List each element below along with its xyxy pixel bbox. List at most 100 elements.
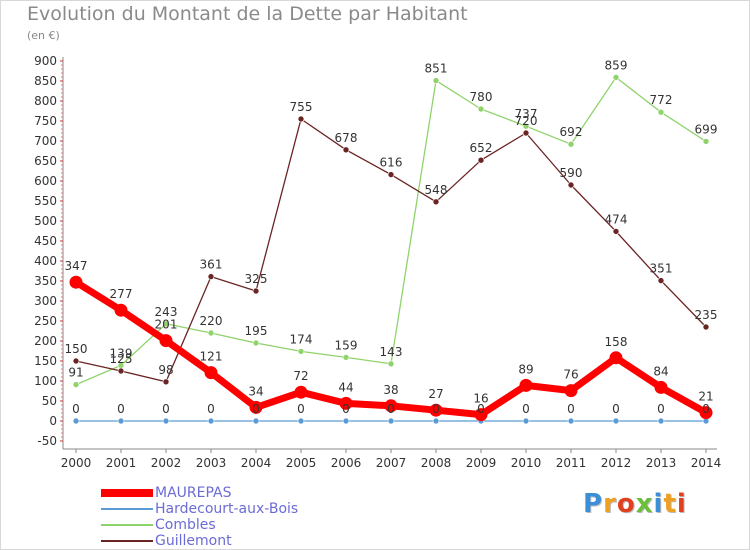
legend-swatch-hardecourt xyxy=(101,508,153,510)
logo-letter: x xyxy=(635,489,654,519)
data-label: 158 xyxy=(605,335,628,349)
data-point xyxy=(159,334,173,348)
data-label: 737 xyxy=(515,107,538,121)
data-label: 351 xyxy=(650,262,673,276)
data-label: 0 xyxy=(387,402,395,416)
data-point xyxy=(162,320,170,328)
data-label: 780 xyxy=(470,90,493,104)
legend-swatch-guillemont xyxy=(101,540,153,542)
chart-axes: -50 0 50 100 150 200 250 300 350 400 450 500 550 600 6… xyxy=(34,54,721,470)
legend-label-maurepas: MAUREPAS xyxy=(155,485,232,501)
data-label: 0 xyxy=(117,402,125,416)
data-label: 772 xyxy=(650,93,673,107)
data-label: 0 xyxy=(702,402,710,416)
data-point xyxy=(204,366,218,380)
data-point xyxy=(297,348,305,355)
data-point xyxy=(162,378,170,386)
data-point xyxy=(207,273,215,280)
data-label: 616 xyxy=(380,156,403,170)
data-point xyxy=(252,287,260,295)
data-label: 21 xyxy=(698,390,713,404)
data-label: 755 xyxy=(290,100,313,114)
data-label: 201 xyxy=(155,318,178,332)
x-tick-label: 2002 xyxy=(151,456,182,470)
data-label: 89 xyxy=(518,362,533,376)
legend-swatch-maurepas xyxy=(101,489,153,497)
data-label: 0 xyxy=(252,402,260,416)
y-tick-label: 800 xyxy=(34,94,57,108)
x-tick-label: 2013 xyxy=(646,456,677,470)
data-point xyxy=(72,381,80,388)
legend-label-hardecourt: Hardecourt-aux-Bois xyxy=(155,501,299,517)
y-tick-label: 650 xyxy=(34,154,57,168)
y-tick-label: 0 xyxy=(49,414,57,428)
data-point xyxy=(162,417,170,425)
line-chart: -50 0 50 100 150 200 250 300 350 400 450 500 550 600 6… xyxy=(34,54,721,470)
data-point xyxy=(114,303,128,317)
data-label: 143 xyxy=(380,345,403,359)
data-label: 0 xyxy=(162,402,170,416)
data-label: 34 xyxy=(248,384,263,398)
x-tick-label: 2004 xyxy=(241,456,272,470)
x-tick-label: 2007 xyxy=(376,456,407,470)
data-label: 0 xyxy=(72,402,80,416)
legend-swatch-combles xyxy=(101,524,153,526)
data-point xyxy=(564,384,578,398)
legend-item-maurepas: MAUREPAS xyxy=(101,485,361,501)
x-tick-label: 2000 xyxy=(61,456,92,470)
data-point xyxy=(342,354,350,361)
chart-title: Evolution du Montant de la Dette par Hab… xyxy=(27,3,468,25)
x-tick-label: 2003 xyxy=(196,456,227,470)
data-label: 548 xyxy=(425,183,448,197)
data-point xyxy=(117,367,125,375)
data-label: 325 xyxy=(245,272,268,286)
data-point xyxy=(567,140,575,148)
data-point xyxy=(432,77,440,84)
data-label: 0 xyxy=(477,402,485,416)
data-point xyxy=(477,156,485,164)
data-point xyxy=(342,417,350,425)
data-point xyxy=(519,378,533,392)
x-tick-label: 2005 xyxy=(286,456,317,470)
data-point xyxy=(69,275,83,289)
data-label: 0 xyxy=(657,402,665,416)
data-point xyxy=(612,417,620,425)
y-tick-label: 400 xyxy=(34,254,57,268)
data-label: 121 xyxy=(200,350,223,364)
data-label: 699 xyxy=(695,122,718,136)
logo-letter: i xyxy=(676,489,687,519)
x-tick-label: 2009 xyxy=(466,456,497,470)
data-label: 347 xyxy=(65,259,88,273)
data-label: 125 xyxy=(110,352,133,366)
y-tick-label: 50 xyxy=(42,394,57,408)
data-point xyxy=(612,74,620,81)
logo-letter: i xyxy=(653,489,664,519)
y-tick-label: 550 xyxy=(34,194,57,208)
data-label: 139 xyxy=(110,346,133,360)
data-label: 150 xyxy=(65,342,88,356)
data-point xyxy=(252,339,260,347)
logo-letter: r xyxy=(603,489,617,519)
y-tick-label: 450 xyxy=(34,234,57,248)
data-point xyxy=(294,385,308,399)
data-point xyxy=(702,323,710,331)
x-tick-label: 2010 xyxy=(511,456,542,470)
data-label: 220 xyxy=(200,314,223,328)
data-point xyxy=(609,351,623,365)
data-point xyxy=(342,146,350,154)
data-point xyxy=(567,417,575,425)
y-tick-label: 700 xyxy=(34,134,57,148)
data-point xyxy=(249,400,263,414)
x-tick-label: 2011 xyxy=(556,456,587,470)
data-label: 851 xyxy=(425,62,448,76)
data-point xyxy=(657,417,665,425)
data-label: 38 xyxy=(383,383,398,397)
data-point xyxy=(477,105,485,113)
data-point xyxy=(612,228,620,235)
y-tick-label: 600 xyxy=(34,174,57,188)
data-label: 84 xyxy=(653,364,668,378)
data-label: 0 xyxy=(612,402,620,416)
data-label: 361 xyxy=(200,258,223,272)
y-tick-label: 850 xyxy=(34,74,57,88)
